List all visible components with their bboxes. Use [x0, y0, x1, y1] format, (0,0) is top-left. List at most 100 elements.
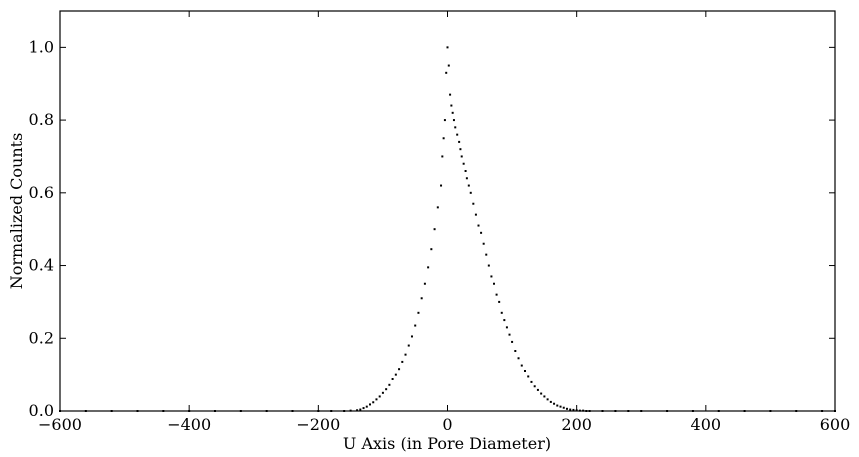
data-point [378, 395, 381, 398]
data-point [423, 282, 426, 285]
data-point [527, 375, 530, 378]
data-point [565, 407, 568, 410]
data-point [454, 126, 457, 129]
x-tick-label: 400 [691, 415, 722, 434]
data-point [385, 388, 388, 391]
x-tick-label: 600 [820, 415, 851, 434]
data-point [464, 170, 467, 172]
data-point [407, 344, 410, 347]
data-point [441, 155, 444, 158]
data-point [427, 266, 430, 269]
data-point [449, 93, 452, 96]
x-tick-label: −600 [38, 415, 82, 434]
data-point [462, 162, 465, 165]
data-point [362, 407, 365, 410]
data-point [451, 111, 454, 114]
data-point [456, 133, 459, 136]
y-tick-label: 0.0 [29, 401, 54, 420]
y-axis-title: Normalized Counts [7, 133, 26, 290]
data-point [572, 408, 575, 411]
data-point [446, 46, 449, 49]
data-point [414, 324, 417, 327]
data-point [520, 364, 523, 367]
data-point [381, 391, 384, 394]
data-point [443, 119, 446, 122]
x-tick-label: 0 [442, 415, 452, 434]
data-point [553, 402, 556, 405]
data-point [445, 71, 448, 74]
data-point [410, 335, 413, 338]
data-point [458, 140, 461, 143]
data-point [452, 119, 455, 122]
data-point [533, 385, 536, 388]
data-point [505, 326, 508, 329]
data-point [372, 401, 375, 404]
data-point [546, 398, 549, 401]
data-point [514, 350, 517, 352]
x-axis-title: U Axis (in Pore Diameter) [343, 434, 551, 453]
data-point [401, 360, 404, 363]
data-point [394, 373, 397, 376]
data-point [495, 293, 498, 296]
axis-ticks: −600 −400 −200 0 200 400 600 0.0 0.2 0.4 0.6 0.8 1.0 [29, 11, 851, 434]
data-point [417, 311, 420, 314]
data-point [420, 297, 423, 300]
data-point [398, 368, 401, 371]
data-point [472, 202, 475, 205]
data-point [369, 403, 371, 406]
data-point [375, 398, 378, 401]
data-point [493, 282, 495, 285]
data-point [517, 357, 520, 360]
data-point [482, 242, 485, 245]
data-point [356, 409, 359, 412]
data-point [500, 311, 503, 314]
data-point [365, 405, 368, 408]
data-point [549, 400, 552, 403]
data-point [467, 184, 470, 187]
data-point [404, 353, 407, 356]
y-tick-label: 0.4 [29, 256, 54, 275]
data-point [530, 380, 533, 383]
plot-frame [59, 10, 836, 412]
y-tick-label: 0.6 [29, 183, 54, 202]
y-tick-label: 0.8 [29, 110, 54, 129]
data-point [540, 392, 543, 395]
data-point [474, 213, 477, 216]
data-point [442, 137, 445, 140]
data-point [433, 228, 436, 231]
data-point [511, 340, 514, 343]
data-point [440, 184, 443, 187]
data-point [556, 404, 559, 407]
y-tick-label: 1.0 [29, 37, 54, 56]
data-point [498, 300, 501, 303]
data-points [59, 46, 836, 412]
data-point [436, 206, 439, 209]
data-point [469, 191, 472, 194]
data-point [450, 104, 453, 107]
data-point [447, 64, 450, 67]
data-point [388, 383, 391, 386]
data-point [460, 155, 463, 158]
data-point [487, 264, 490, 267]
data-point [359, 408, 362, 411]
data-point [490, 275, 493, 278]
x-tick-label: −200 [296, 415, 340, 434]
data-point [459, 148, 462, 151]
data-point [430, 248, 433, 251]
data-point [477, 224, 480, 227]
data-point [569, 408, 572, 411]
data-point [543, 395, 546, 398]
x-tick-label: −400 [167, 415, 211, 434]
y-tick-label: 0.2 [29, 328, 54, 347]
data-point [391, 378, 394, 380]
data-point [524, 370, 526, 372]
data-point [485, 253, 488, 256]
data-point [480, 231, 483, 234]
data-point [508, 333, 511, 336]
x-tick-label: 200 [561, 415, 592, 434]
data-point [559, 405, 562, 408]
data-point [562, 406, 565, 409]
data-point [503, 319, 506, 322]
